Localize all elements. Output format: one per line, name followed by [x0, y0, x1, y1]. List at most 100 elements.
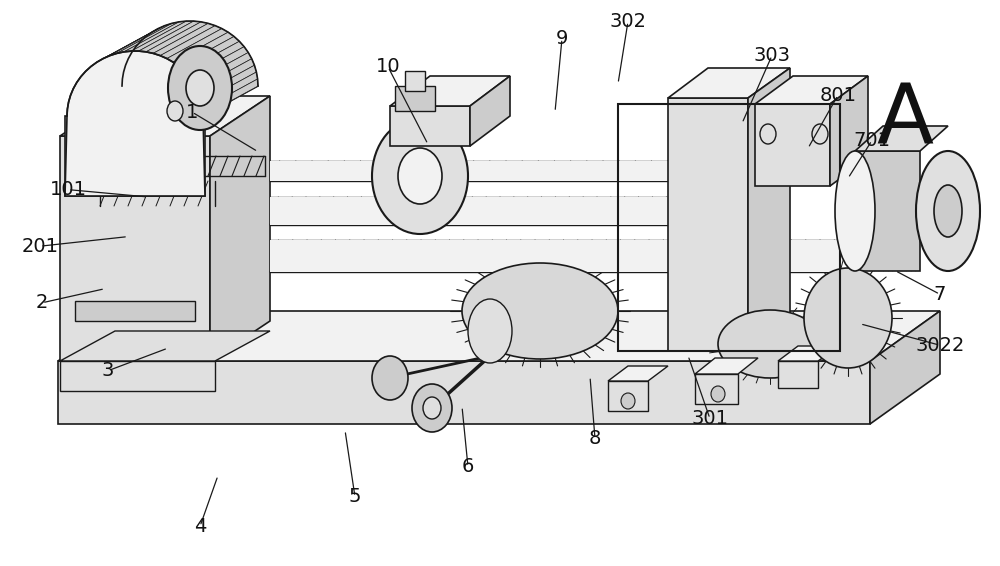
Text: 101: 101	[50, 180, 87, 199]
Polygon shape	[160, 25, 222, 58]
Text: 7: 7	[934, 285, 946, 304]
Polygon shape	[778, 361, 818, 388]
Polygon shape	[855, 126, 948, 151]
Polygon shape	[210, 96, 270, 361]
Ellipse shape	[372, 356, 408, 400]
Polygon shape	[58, 311, 940, 361]
Polygon shape	[390, 76, 510, 106]
Ellipse shape	[835, 151, 875, 271]
Bar	[270, 161, 755, 181]
Polygon shape	[173, 32, 234, 66]
Polygon shape	[668, 68, 790, 98]
Polygon shape	[199, 65, 256, 102]
Ellipse shape	[934, 185, 962, 237]
Polygon shape	[60, 331, 270, 361]
Text: 302: 302	[610, 12, 646, 31]
Polygon shape	[470, 76, 510, 146]
Polygon shape	[153, 23, 215, 55]
Text: 3: 3	[102, 361, 114, 380]
Polygon shape	[77, 46, 136, 83]
Ellipse shape	[423, 397, 441, 419]
Polygon shape	[755, 104, 830, 186]
Polygon shape	[131, 21, 194, 51]
Text: 9: 9	[556, 29, 568, 48]
Polygon shape	[81, 41, 141, 76]
Polygon shape	[184, 41, 244, 76]
Polygon shape	[748, 68, 790, 351]
Ellipse shape	[398, 148, 442, 204]
Polygon shape	[830, 76, 868, 186]
Ellipse shape	[760, 124, 776, 144]
Text: 3022: 3022	[915, 336, 965, 355]
Polygon shape	[117, 22, 179, 53]
Ellipse shape	[186, 70, 214, 106]
Polygon shape	[695, 374, 738, 404]
Polygon shape	[86, 36, 146, 71]
Text: 701: 701	[854, 131, 891, 150]
Polygon shape	[870, 311, 940, 424]
Polygon shape	[179, 36, 239, 71]
Polygon shape	[67, 79, 122, 116]
Bar	[395, 86, 435, 111]
Polygon shape	[60, 361, 215, 391]
Ellipse shape	[462, 263, 618, 359]
Polygon shape	[67, 72, 124, 109]
Polygon shape	[167, 28, 228, 62]
Ellipse shape	[711, 386, 725, 402]
Bar	[270, 197, 755, 225]
Text: 1: 1	[186, 102, 198, 122]
Polygon shape	[71, 59, 128, 95]
Text: 5: 5	[349, 487, 361, 507]
Text: 6: 6	[462, 457, 474, 477]
Ellipse shape	[412, 384, 452, 432]
Polygon shape	[695, 358, 758, 374]
Polygon shape	[193, 53, 252, 89]
Polygon shape	[69, 65, 126, 102]
Polygon shape	[65, 51, 205, 196]
Polygon shape	[60, 136, 210, 361]
Polygon shape	[75, 301, 195, 321]
Text: 303: 303	[754, 46, 790, 65]
Polygon shape	[201, 72, 258, 109]
Ellipse shape	[916, 151, 980, 271]
Bar	[270, 240, 840, 272]
Polygon shape	[755, 76, 868, 104]
Polygon shape	[146, 22, 208, 53]
Polygon shape	[60, 96, 270, 136]
Polygon shape	[855, 151, 920, 271]
Polygon shape	[58, 361, 870, 424]
Text: 2: 2	[36, 293, 48, 312]
Text: 8: 8	[589, 429, 601, 448]
Polygon shape	[110, 23, 172, 55]
Polygon shape	[139, 21, 201, 52]
Text: 10: 10	[376, 57, 400, 76]
Polygon shape	[97, 28, 158, 62]
Text: 201: 201	[22, 237, 58, 256]
Ellipse shape	[372, 118, 468, 234]
Polygon shape	[668, 98, 748, 351]
Ellipse shape	[168, 46, 232, 130]
Ellipse shape	[718, 310, 822, 378]
Polygon shape	[390, 106, 470, 146]
Ellipse shape	[468, 299, 512, 363]
Text: A: A	[876, 80, 934, 161]
Polygon shape	[778, 346, 840, 361]
Polygon shape	[203, 79, 258, 116]
Polygon shape	[197, 59, 254, 95]
Ellipse shape	[621, 393, 635, 409]
Polygon shape	[189, 46, 248, 83]
Ellipse shape	[167, 101, 183, 121]
Polygon shape	[124, 21, 186, 52]
Polygon shape	[103, 25, 165, 58]
Bar	[405, 71, 425, 91]
Ellipse shape	[812, 124, 828, 144]
Polygon shape	[91, 32, 152, 66]
Text: 4: 4	[194, 517, 206, 536]
Text: 801: 801	[820, 85, 856, 105]
Polygon shape	[73, 53, 132, 89]
Polygon shape	[608, 381, 648, 411]
Ellipse shape	[804, 268, 892, 368]
Polygon shape	[608, 366, 668, 381]
Text: 301: 301	[692, 409, 728, 428]
Polygon shape	[65, 116, 205, 196]
